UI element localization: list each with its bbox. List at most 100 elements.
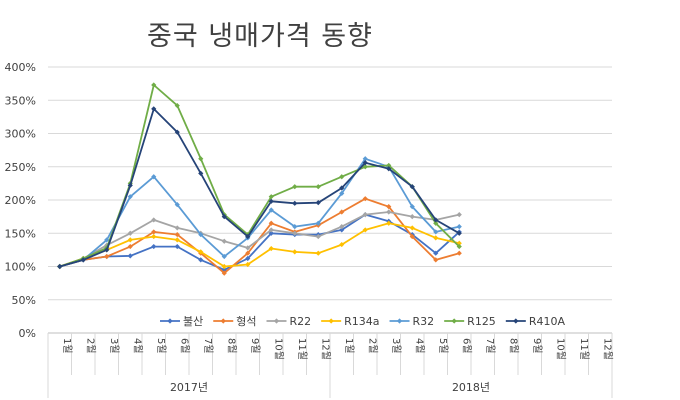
data-point [339,174,345,180]
y-tick-label: 350% [5,94,36,107]
data-point [362,196,368,202]
data-point [292,200,298,206]
data-point [292,230,298,236]
data-point [268,245,274,252]
x-tick-label: 11월 [296,338,308,360]
data-point [315,250,321,256]
data-point [198,257,204,263]
data-point [104,237,110,243]
data-point [151,233,157,240]
data-point [198,156,204,162]
data-point [174,102,180,109]
data-point [198,231,204,238]
data-point [456,250,462,256]
data-point [198,170,204,176]
x-tick-label: 1월 [343,338,355,354]
data-point [339,190,345,196]
data-point [362,212,368,218]
data-point [433,220,439,226]
data-point [268,227,274,233]
x-tick-label: 4월 [413,338,425,354]
data-point [386,166,392,172]
data-point [151,229,157,235]
data-point [245,245,251,251]
data-point [127,237,133,243]
data-point [433,257,439,263]
data-point [456,243,462,250]
data-point [268,220,274,226]
x-tick-label: 5월 [437,338,449,354]
x-tick-label: 10월 [272,338,284,360]
y-tick-label: 50% [12,294,36,307]
data-point [386,204,392,210]
data-point [292,249,298,255]
legend-label: R32 [413,315,435,328]
series-line [59,211,460,268]
y-tick-label: 150% [5,227,36,240]
data-point [292,224,298,230]
data-point [245,261,251,268]
y-tick-label: 0% [19,327,36,340]
data-point [221,263,227,270]
data-point [80,257,86,263]
x-tick-label: 5월 [155,338,167,354]
x-tick-label: 1월 [61,338,73,354]
x-tick-label: 12월 [319,338,331,360]
data-point [245,250,251,256]
data-point [268,194,274,200]
legend-label: 불산 [183,315,203,328]
x-tick-label: 10월 [554,338,566,360]
data-point [362,227,368,233]
data-point [174,129,180,135]
x-tick-label: 8월 [225,338,237,354]
data-point [151,243,157,250]
data-point [386,162,392,169]
data-point [456,224,462,230]
data-point [151,106,157,112]
data-point [456,230,462,236]
y-tick-label: 200% [5,194,36,207]
data-point [127,253,133,259]
data-point [339,185,345,191]
data-point [315,200,321,206]
data-point [386,209,392,215]
data-point [268,198,274,204]
data-point [409,204,415,210]
data-point [127,194,133,200]
data-point [221,214,227,220]
x-tick-label: 8월 [507,338,519,354]
data-point [221,253,227,260]
legend-label: R125 [467,315,496,328]
data-point [386,220,392,226]
data-point [104,247,110,253]
legend-label: R22 [290,315,312,328]
data-point [456,212,462,218]
x-tick-label: 3월 [390,338,402,354]
x-tick-label: 12월 [601,338,613,360]
data-point [198,249,204,255]
legend-label: 형석 [236,315,256,328]
series-line [59,108,460,268]
legend-marker [328,318,334,324]
y-tick-label: 100% [5,261,36,274]
data-point [339,209,345,215]
data-point [362,160,368,166]
data-point [127,182,133,188]
data-point [221,270,227,276]
data-point [433,235,439,241]
data-point [433,229,439,235]
data-point [409,225,415,231]
data-point [409,214,415,220]
data-point [151,82,157,88]
data-point [245,255,251,262]
data-point [292,184,298,190]
data-point [174,231,180,238]
legend-label: R410A [529,315,566,328]
data-point [433,217,439,223]
data-point [57,263,63,270]
data-point [221,238,227,244]
legend-marker [451,318,457,324]
data-point [409,184,415,190]
